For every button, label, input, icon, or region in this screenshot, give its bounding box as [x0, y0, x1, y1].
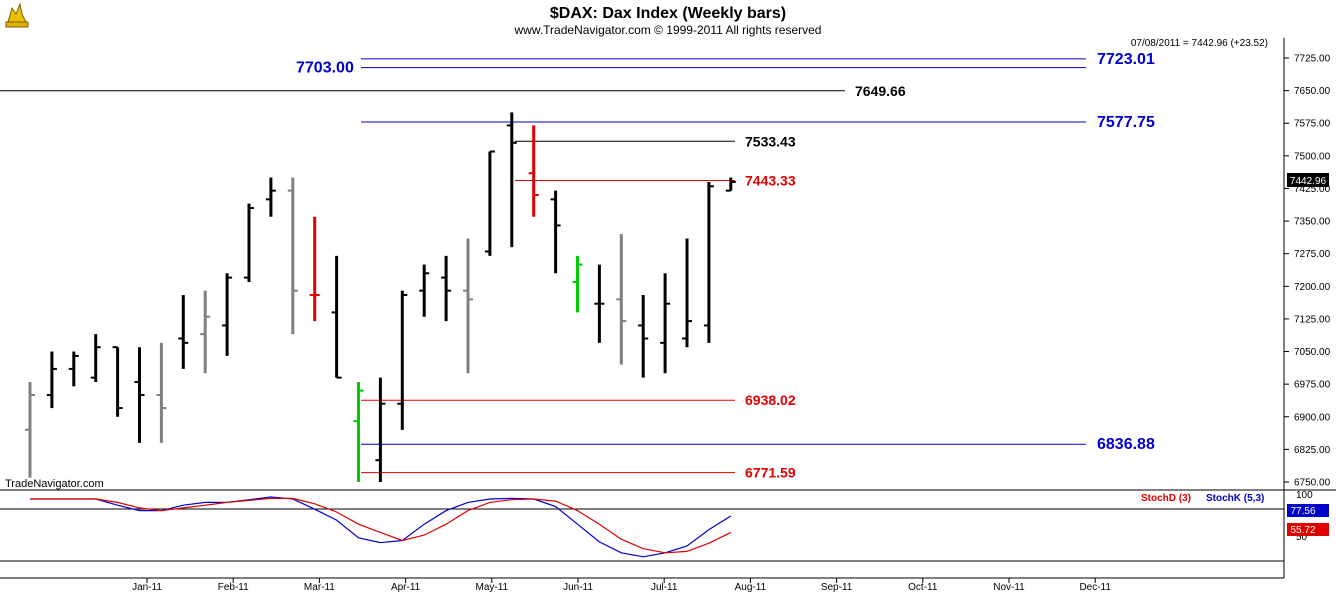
x-month-label: May-11	[475, 582, 508, 593]
last-quote-text: 07/08/2011 = 7442.96 (+23.52)	[1131, 38, 1268, 49]
y-tick-label: 6750.00	[1294, 478, 1331, 489]
stoch-d-value: 55.72	[1290, 525, 1315, 536]
stoch-k-line	[30, 496, 732, 558]
y-tick-label: 7200.00	[1294, 282, 1331, 293]
x-month-label: Mar-11	[304, 582, 335, 593]
chart-title: $DAX: Dax Index (Weekly bars)	[550, 5, 786, 22]
level-label: 7443.33	[745, 172, 796, 188]
y-tick-label: 7500.00	[1294, 151, 1331, 162]
x-axis-months: Jan-11 Feb-11 Mar-11 Apr-11 May-11 Jun-11 Jul-…	[132, 578, 1111, 593]
level-label: 7723.01	[1097, 51, 1155, 68]
stoch-d-value-box	[1287, 523, 1329, 536]
x-month-label: Feb-11	[218, 582, 249, 593]
x-month-label: Jul-11	[651, 582, 678, 593]
y-tick-label: 7425.00	[1294, 184, 1331, 195]
last-price-marker	[1287, 173, 1329, 187]
y-tick-label: 7650.00	[1294, 86, 1331, 97]
stoch-k-value-box	[1287, 504, 1329, 517]
stochastic-panel	[30, 496, 732, 558]
level-label: 7533.43	[745, 133, 796, 149]
price-plot-area	[0, 38, 1284, 490]
y-tick-label: 6975.00	[1294, 380, 1331, 391]
y-tick-label: 7575.00	[1294, 119, 1331, 130]
price-bars	[25, 112, 736, 482]
y-tick-label: 7350.00	[1294, 217, 1331, 228]
stoch-d-legend: StochD (3)	[1141, 493, 1191, 504]
stoch-k-legend: StochK (5,3)	[1206, 493, 1264, 504]
copyright-text: www.TradeNavigator.com © 1999-2011 All r…	[514, 23, 822, 37]
level-label: 7649.66	[855, 83, 906, 99]
stoch-d-line	[30, 497, 732, 554]
x-month-label: Dec-11	[1079, 582, 1111, 593]
trade-navigator-logo-icon	[5, 2, 29, 28]
y-tick-label: 6825.00	[1294, 445, 1331, 456]
watermark-text: TradeNavigator.com	[5, 478, 104, 490]
y-tick-label: 7125.00	[1294, 314, 1331, 325]
level-lines: 7723.01 7703.00 7649.66 7577.75 7533.43 7443.…	[0, 51, 1155, 481]
stoch-axis-top: 100	[1296, 490, 1313, 501]
y-axis-ticks: 7725.00 7650.00 7575.00 7500.00 7425.00 7350.…	[1284, 54, 1331, 489]
level-label: 6771.59	[745, 465, 796, 481]
y-tick-label: 7725.00	[1294, 54, 1331, 65]
y-tick-label: 6900.00	[1294, 412, 1331, 423]
x-month-label: Jan-11	[132, 582, 162, 593]
level-label: 6938.02	[745, 392, 796, 408]
stoch-k-value: 77.56	[1290, 506, 1315, 517]
x-month-label: Nov-11	[993, 582, 1025, 593]
level-label: 6836.88	[1097, 436, 1155, 453]
x-month-label: Oct-11	[908, 582, 938, 593]
stoch-axis-bottom: 50	[1296, 532, 1308, 543]
x-month-label: Sep-11	[821, 582, 853, 593]
x-month-label: Aug-11	[735, 582, 767, 593]
x-month-label: Jun-11	[563, 582, 593, 593]
y-tick-label: 7050.00	[1294, 347, 1331, 358]
y-tick-label: 7275.00	[1294, 249, 1331, 260]
level-label: 7577.75	[1097, 114, 1155, 131]
level-label: 7703.00	[296, 60, 354, 77]
last-price-label: 7442.96	[1290, 176, 1327, 187]
x-month-label: Apr-11	[391, 582, 421, 593]
